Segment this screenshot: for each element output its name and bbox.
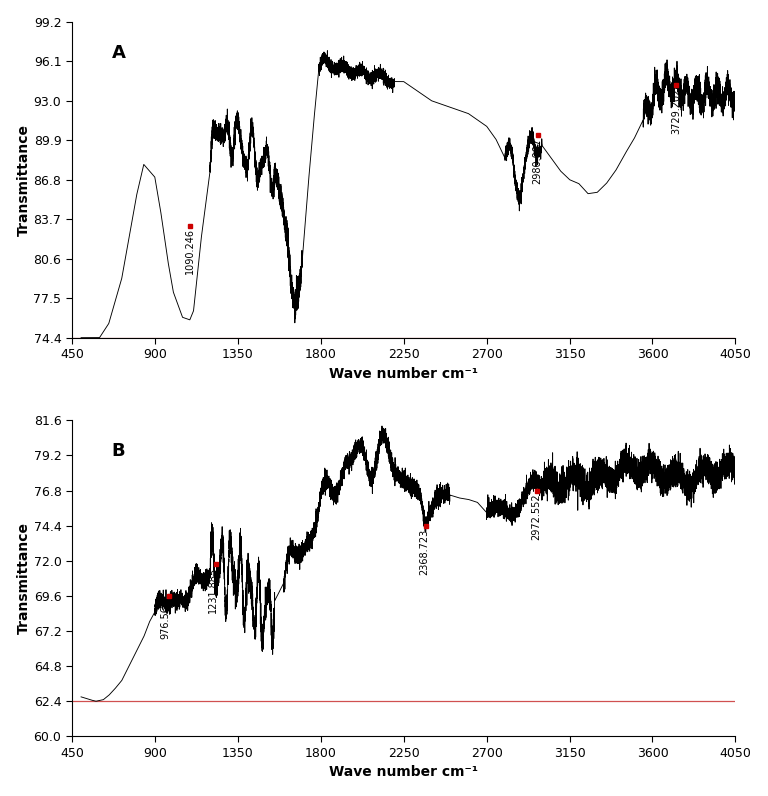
Text: B: B <box>111 443 125 460</box>
Y-axis label: Transmittance: Transmittance <box>17 123 31 236</box>
Text: 2972.552: 2972.552 <box>531 494 541 540</box>
X-axis label: Wave number cm⁻¹: Wave number cm⁻¹ <box>329 367 478 380</box>
Text: 1231.885: 1231.885 <box>208 567 218 613</box>
Text: 976.563: 976.563 <box>161 599 170 639</box>
Text: 2368.723: 2368.723 <box>419 529 429 575</box>
Text: 1090.246: 1090.246 <box>185 228 195 274</box>
X-axis label: Wave number cm⁻¹: Wave number cm⁻¹ <box>329 765 478 779</box>
Text: 3729.202: 3729.202 <box>671 88 681 135</box>
Y-axis label: Transmittance: Transmittance <box>17 522 31 634</box>
Text: A: A <box>111 44 125 62</box>
Text: 2980.007: 2980.007 <box>532 138 542 184</box>
